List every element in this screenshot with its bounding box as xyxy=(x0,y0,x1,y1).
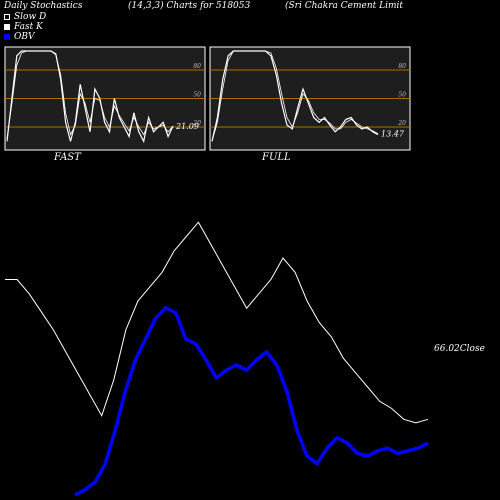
legend-label: OBV xyxy=(14,32,35,42)
close-series-line xyxy=(5,221,429,424)
legend-label: Slow D xyxy=(14,12,47,22)
close-last-value: 66.02Close xyxy=(434,344,485,354)
legend-obv: OBV xyxy=(4,32,35,42)
chart-params: (14,3,3) Charts for 518053 xyxy=(128,1,251,11)
full-tick-label: 20 xyxy=(397,120,406,127)
legend-slow-d: Slow D xyxy=(4,12,46,22)
full-tick-label: 50 xyxy=(398,92,406,99)
fast-tick-label: 80 xyxy=(193,63,201,70)
legend-swatch-blue xyxy=(4,34,10,40)
full-series-slow-d xyxy=(211,50,379,142)
legend-swatch-outline xyxy=(4,14,10,20)
chart-title: Daily Stochastics xyxy=(4,1,83,11)
company-name: (Sri Chakra Cement Limit xyxy=(285,1,403,11)
legend-swatch-filled xyxy=(4,24,10,30)
full-panel-label: FULL xyxy=(262,152,291,163)
legend-fast-k: Fast K xyxy=(4,22,43,32)
fast-tick-label: 50 xyxy=(193,92,201,99)
fast-series-slow-d xyxy=(6,50,174,139)
legend-label: Fast K xyxy=(14,22,43,32)
full-last-value: 13.47 xyxy=(381,130,405,139)
obv-series-line xyxy=(74,306,429,497)
full-tick-label: 80 xyxy=(398,63,406,70)
fast-tick-label: 20 xyxy=(192,120,201,127)
fast-panel-label: FAST xyxy=(54,152,81,163)
fast-last-value: 21.09 xyxy=(175,122,199,131)
